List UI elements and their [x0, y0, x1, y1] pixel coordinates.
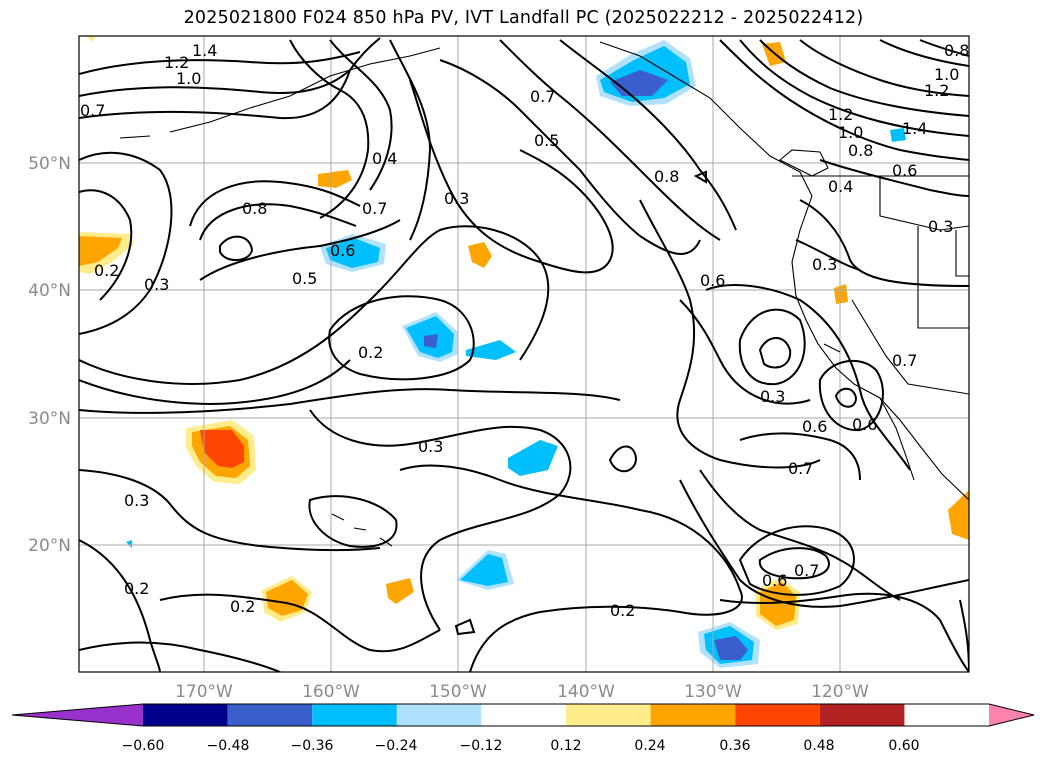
graticule — [79, 36, 969, 672]
contour-label: 0.3 — [760, 387, 785, 406]
contour-label: 0.6 — [762, 571, 787, 590]
contour-label: 0.3 — [812, 255, 837, 274]
map-frame — [78, 35, 970, 673]
colorbar-tick-label: −0.24 — [375, 738, 418, 754]
lat-label: 50°N — [28, 154, 71, 174]
contour-labels: 1.4 1.2 1.0 0.7 0.4 0.8 0.7 0.6 0.5 0.3 … — [80, 41, 969, 620]
colorbar-tick-label: −0.36 — [291, 738, 334, 754]
colorbar-tick-label: −0.12 — [460, 738, 503, 754]
contour-label: 0.7 — [362, 199, 387, 218]
contour-label: 1.2 — [164, 53, 189, 72]
contour-label: 0.2 — [610, 601, 635, 620]
colorbar: −0.60 −0.48 −0.36 −0.24 −0.12 0.12 0.24 … — [11, 703, 1035, 754]
lon-label: 120°W — [811, 682, 869, 702]
colorbar-outline — [11, 703, 1035, 727]
contour-label: 0.2 — [358, 343, 383, 362]
colorbar-segment — [143, 704, 228, 726]
contour-label: 0.7 — [794, 561, 819, 580]
contour-label: 1.0 — [176, 69, 201, 88]
contour-label: 0.7 — [788, 459, 813, 478]
contour-label: 0.8 — [848, 141, 873, 160]
contour-label: 0.6 — [700, 271, 725, 290]
lon-label: 140°W — [557, 682, 615, 702]
contour-label: 0.4 — [372, 149, 397, 168]
contour-label: 0.4 — [828, 177, 853, 196]
colorbar-segment — [650, 704, 736, 726]
contour-label: 0.8 — [944, 41, 969, 60]
contour-label: 0.3 — [144, 275, 169, 294]
colorbar-segment — [396, 704, 482, 726]
contour-label: 0.6 — [330, 241, 355, 260]
colorbar-tick-label: −0.60 — [122, 738, 165, 754]
pv-contours — [79, 37, 969, 672]
contour-label: 0.7 — [892, 351, 917, 370]
contour-label: 1.0 — [934, 65, 959, 84]
colorbar-tick-labels: −0.60 −0.48 −0.36 −0.24 −0.12 0.12 0.24 … — [122, 738, 920, 754]
contour-label: 0.3 — [928, 217, 953, 236]
contour-label: 0.5 — [292, 269, 317, 288]
contour-label: 0.2 — [94, 261, 119, 280]
contour-label: 1.0 — [838, 123, 863, 142]
contour-label: 0.5 — [534, 131, 559, 150]
lat-label: 20°N — [28, 536, 71, 556]
contour-label: 0.7 — [530, 87, 555, 106]
contour-label: 0.6 — [852, 415, 877, 434]
colorbar-segment — [12, 704, 143, 726]
colorbar-segment — [989, 704, 1034, 726]
colorbar-tick-label: −0.48 — [207, 738, 250, 754]
colorbar-tick-label: 0.60 — [888, 738, 919, 754]
contour-label: 1.2 — [828, 105, 853, 124]
map-panel: 1.4 1.2 1.0 0.7 0.4 0.8 0.7 0.6 0.5 0.3 … — [79, 36, 969, 672]
contour-label: 0.3 — [418, 437, 443, 456]
contour-label: 0.6 — [892, 161, 917, 180]
colorbar-tick-label: 0.12 — [550, 738, 581, 754]
contour-label: 1.2 — [924, 81, 949, 100]
latitude-labels: 50°N 40°N 30°N 20°N — [28, 154, 71, 556]
colorbar-segment — [819, 704, 905, 726]
lon-label: 170°W — [175, 682, 233, 702]
colorbar-segment — [735, 704, 820, 726]
contour-label: 0.2 — [230, 597, 255, 616]
negative-anomaly-fills — [126, 40, 906, 668]
map-title: 2025021800 F024 850 hPa PV, IVT Landfall… — [183, 8, 864, 28]
lat-label: 30°N — [28, 409, 71, 429]
contour-label: 0.3 — [124, 491, 149, 510]
colorbar-tick-label: 0.36 — [719, 738, 750, 754]
lon-label: 160°W — [302, 682, 360, 702]
contour-label: 0.8 — [242, 199, 267, 218]
colorbar-segment — [312, 704, 397, 726]
contour-label: 0.8 — [654, 167, 679, 186]
lat-label: 40°N — [28, 281, 71, 301]
colorbar-segments — [11, 703, 1035, 727]
colorbar-segment — [481, 704, 566, 726]
longitude-labels: 170°W 160°W 150°W 140°W 130°W 120°W — [175, 682, 869, 702]
contour-label: 0.6 — [802, 417, 827, 436]
colorbar-tick-label: 0.48 — [803, 738, 834, 754]
contour-label: 0.2 — [124, 579, 149, 598]
contour-label: 1.4 — [192, 41, 217, 60]
contour-label: 0.3 — [444, 189, 469, 208]
coastlines — [119, 41, 969, 547]
colorbar-tick-label: 0.24 — [634, 738, 665, 754]
lon-label: 150°W — [429, 682, 487, 702]
lon-label: 130°W — [684, 682, 742, 702]
colorbar-segment — [227, 704, 313, 726]
contour-label: 0.7 — [80, 101, 105, 120]
contour-label: 1.4 — [902, 119, 927, 138]
colorbar-segment — [566, 704, 651, 726]
